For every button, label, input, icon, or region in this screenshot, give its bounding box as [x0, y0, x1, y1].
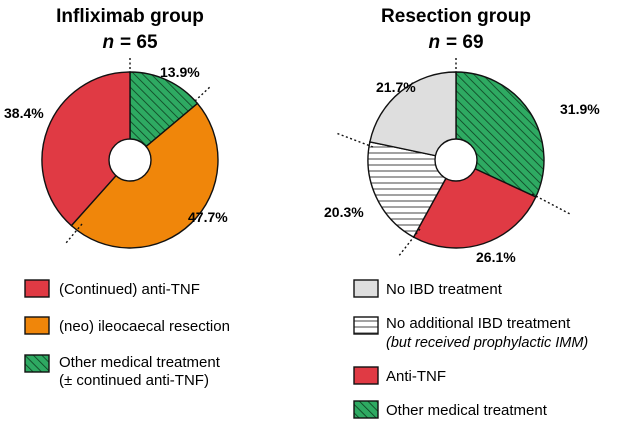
right-leader-lower-right [531, 193, 571, 215]
left-legend-label-resection: (neo) ileocaecal resection [59, 318, 230, 335]
right-legend-label-anti-tnf: Anti-TNF [386, 368, 446, 385]
right-n-symbol: n [428, 32, 440, 53]
left-slice-continued-anti-tnf [41, 71, 131, 227]
left-legend-label-anti-tnf: (Continued) anti-TNF [59, 281, 200, 298]
right-label-31-9: 31.9% [560, 101, 600, 117]
left-chart-n: n = 65 [102, 32, 158, 53]
left-donut-chart [41, 71, 219, 249]
right-label-21-7: 21.7% [376, 79, 416, 95]
right-chart-n: n = 69 [428, 32, 483, 53]
left-n-value: = 65 [120, 32, 158, 53]
right-leader-bottom [397, 228, 421, 258]
right-label-20-3: 20.3% [324, 204, 364, 220]
right-legend-swatch-anti-tnf [353, 366, 379, 385]
left-legend-swatch-anti-tnf [24, 279, 50, 298]
right-legend-label-no-additional-sub: (but received prophylactic IMM) [386, 335, 588, 351]
right-slice-other-medical [455, 71, 545, 198]
right-slice-no-ibd [369, 71, 457, 161]
right-slice-no-additional-ibd [367, 141, 458, 239]
right-donut-chart [367, 71, 545, 249]
right-legend-swatch-no-additional [353, 316, 379, 335]
left-leader-right [194, 85, 212, 102]
right-legend-label-no-ibd: No IBD treatment [386, 281, 503, 298]
left-legend-label-other-medical-sub: (± continued anti-TNF) [59, 372, 209, 389]
right-donut-hole [434, 138, 478, 182]
left-n-symbol: n [102, 32, 114, 53]
left-legend-swatch-other-medical [24, 354, 50, 373]
right-chart-title: Resection group [381, 6, 531, 27]
left-legend: (Continued) anti-TNF (neo) ileocaecal re… [24, 279, 230, 389]
left-label-13-9: 13.9% [160, 64, 200, 80]
right-n-value: = 69 [446, 32, 484, 53]
right-label-26-1: 26.1% [476, 249, 516, 265]
right-legend: No IBD treatment No additional IBD treat… [353, 279, 588, 419]
left-donut-hole [108, 138, 152, 182]
left-legend-swatch-resection [24, 316, 50, 335]
right-legend-label-other-medical: Other medical treatment [386, 402, 548, 419]
right-legend-label-no-additional: No additional IBD treatment [386, 315, 571, 332]
left-label-47-7: 47.7% [188, 209, 228, 225]
left-legend-label-other-medical: Other medical treatment [59, 354, 221, 371]
left-slice-other-medical [129, 71, 199, 162]
right-legend-swatch-no-ibd [353, 279, 379, 298]
left-chart-title: Infliximab group [56, 6, 204, 27]
left-label-38-4: 38.4% [4, 105, 44, 121]
right-legend-swatch-other-medical [353, 400, 379, 419]
right-leader-left [335, 132, 374, 148]
